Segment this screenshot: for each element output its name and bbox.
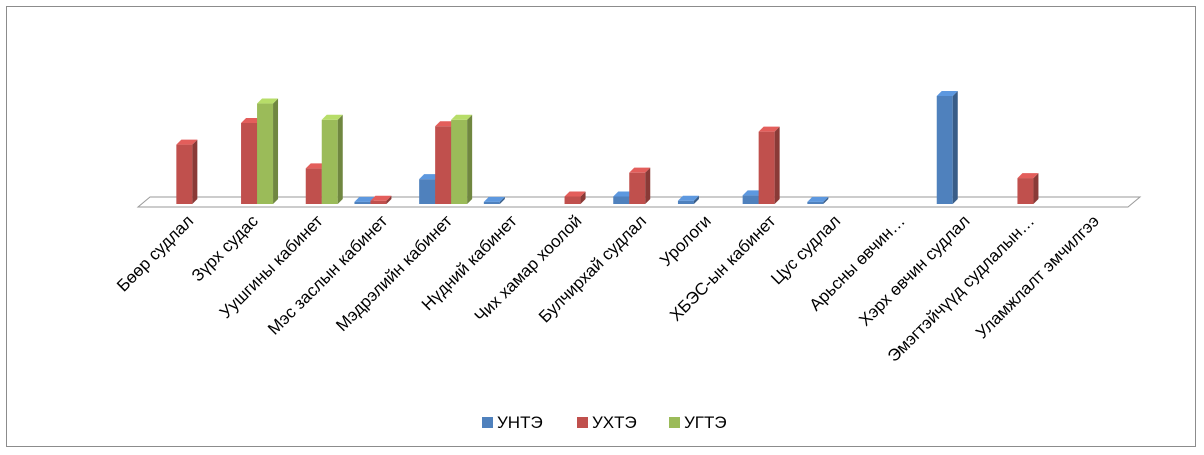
legend-label: УГТЭ: [684, 413, 727, 432]
legend-item-1: УНТЭ: [482, 413, 543, 432]
bar-side: [823, 196, 829, 204]
bar-side: [645, 167, 651, 204]
category-label: Уламжлалт эмчилгээ: [972, 211, 1103, 342]
bar-top: [354, 196, 376, 202]
category-label: Мэдрэлийн кабинет: [332, 211, 456, 335]
bar-top: [241, 118, 263, 123]
bar-side: [499, 196, 505, 204]
bar-УХТЭ-8: [629, 167, 651, 204]
bar-front: [936, 96, 953, 204]
legend: УНТЭ УХТЭ УГТЭ: [482, 413, 727, 432]
bar-УХТЭ-1: [176, 139, 198, 204]
bar-front: [451, 119, 468, 204]
bar-top: [564, 191, 586, 197]
bar-front: [257, 103, 274, 204]
bar-front: [807, 201, 824, 204]
bar-side: [580, 191, 586, 204]
bar-УХТЭ-4: [370, 195, 392, 204]
bar-УХТЭ-14: [1017, 173, 1039, 204]
bar-side: [337, 114, 343, 204]
bar-top: [176, 139, 198, 145]
legend-label: УХТЭ: [592, 413, 637, 432]
bar-УГТЭ-5: [451, 114, 473, 204]
bars-group: [176, 91, 1039, 204]
bar-side: [192, 139, 198, 204]
bar-top: [483, 196, 505, 202]
bar-front: [629, 172, 646, 204]
bar-top: [435, 121, 457, 127]
bar-front: [564, 196, 581, 204]
bar-front: [613, 196, 630, 204]
bar-top: [936, 91, 958, 96]
bar-УХТЭ-10: [758, 126, 780, 204]
bar-УНТЭ-13: [936, 91, 958, 204]
bar-УНТЭ-6: [483, 196, 505, 204]
bar-top: [807, 196, 829, 202]
bar-УНТЭ-11: [807, 196, 829, 204]
bar-front: [483, 201, 500, 204]
category-label: Булчирхай судлал: [535, 211, 650, 326]
bar-side: [386, 195, 392, 204]
bar-front: [241, 123, 258, 204]
bar-top: [451, 114, 473, 120]
legend-swatch: [669, 417, 680, 428]
legend-item-2: УХТЭ: [577, 413, 637, 432]
bar-front: [758, 131, 775, 204]
category-label: Чих хамар хоолой: [471, 211, 586, 326]
bar-side: [1033, 173, 1039, 204]
bar-УНТЭ-9: [677, 195, 699, 204]
bar-front: [677, 200, 694, 204]
bar-front: [321, 119, 338, 204]
category-label: Урологи: [656, 211, 715, 270]
legend-item-3: УГТЭ: [669, 413, 727, 432]
bar-front: [176, 144, 193, 204]
category-label: Хэрх өвчин судлал: [855, 211, 973, 329]
chart-frame: [6, 6, 1196, 447]
bar-side: [273, 98, 279, 204]
bar-side: [774, 126, 780, 204]
bar-front: [354, 201, 371, 204]
legend-label: УНТЭ: [497, 413, 543, 432]
bar-УГТЭ-3: [321, 114, 343, 204]
legend-swatch: [577, 417, 588, 428]
bar-top: [613, 191, 635, 197]
bar-top: [677, 195, 699, 201]
bar-top: [257, 98, 279, 104]
legend-swatch: [482, 417, 493, 428]
bar-top: [1017, 173, 1039, 179]
bar-side: [467, 114, 473, 204]
bar-top: [419, 174, 441, 180]
bar-top: [742, 190, 764, 196]
category-label: Мэс заслын кабинет: [264, 211, 391, 338]
bar-front: [419, 179, 436, 204]
bar-УГТЭ-2: [257, 98, 279, 204]
bar-front: [435, 126, 452, 204]
bar-front: [370, 200, 387, 204]
bar-top: [370, 195, 392, 201]
bar-top: [305, 163, 327, 169]
category-label: Бөөр судлал: [113, 211, 197, 295]
bar-side: [952, 91, 958, 204]
bar-top: [629, 167, 651, 173]
bar-front: [305, 168, 322, 204]
bar-top: [758, 126, 780, 132]
bar-УХТЭ-7: [564, 191, 586, 204]
bar-side: [693, 195, 699, 204]
bar-front: [1017, 178, 1034, 204]
bar-top: [321, 114, 343, 120]
bar-front: [742, 195, 759, 204]
